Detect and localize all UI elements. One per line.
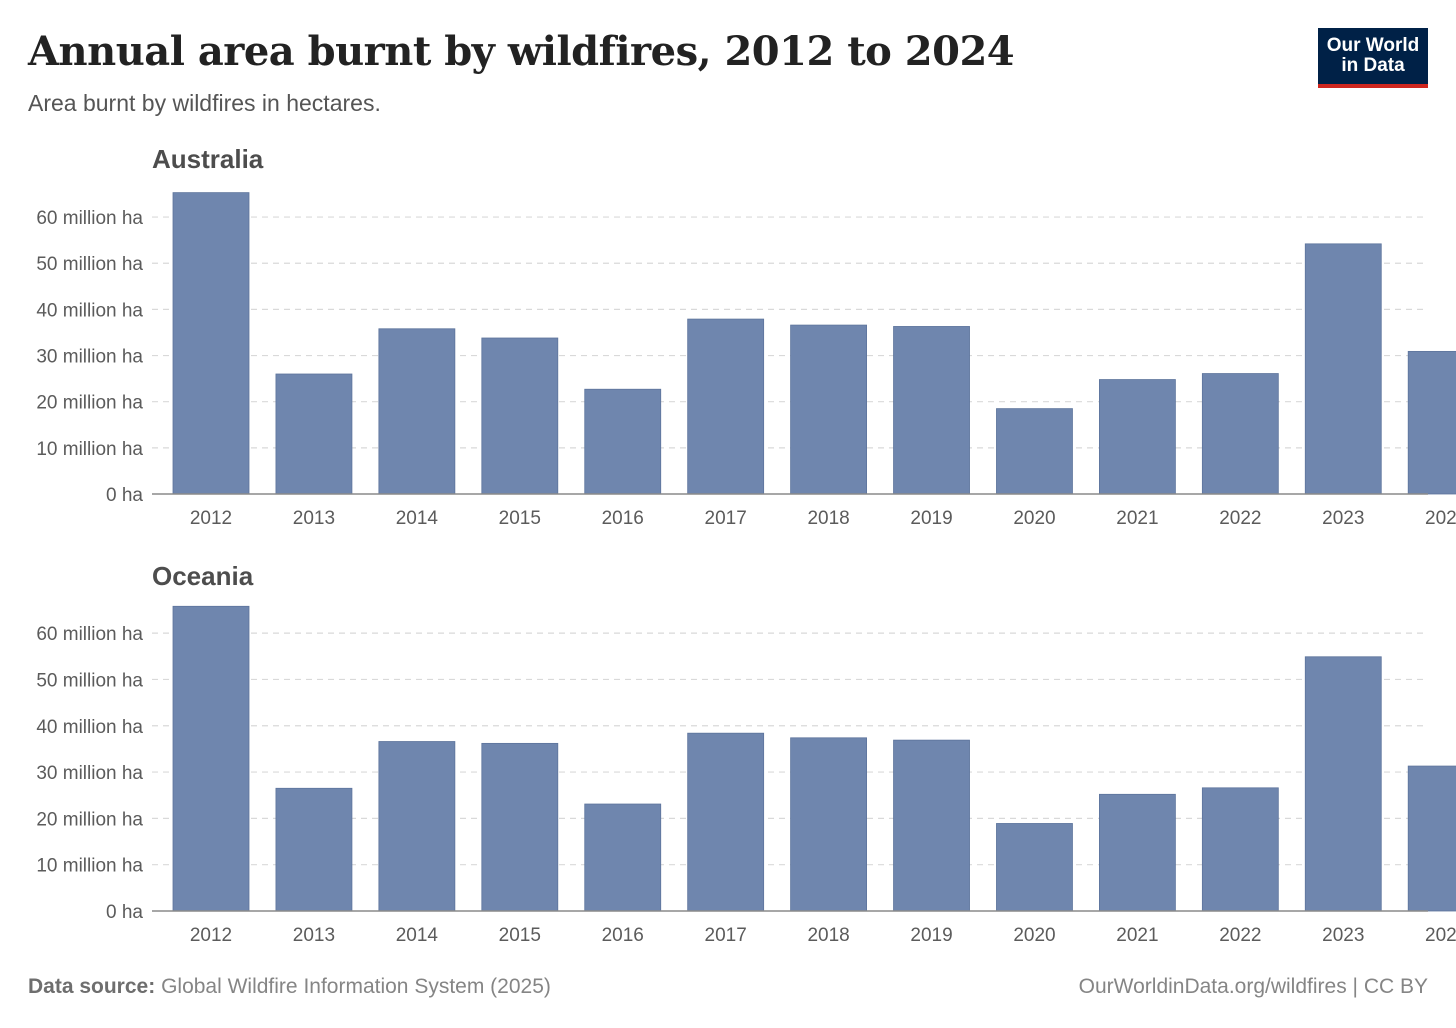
x-tick-label: 2021 (1116, 508, 1158, 529)
data-source-label: Data source: (28, 975, 156, 998)
bar (1304, 656, 1382, 912)
bar (584, 388, 662, 495)
x-tick-label: 2016 (602, 925, 644, 946)
bar (275, 787, 353, 912)
bar (996, 823, 1073, 912)
bar (172, 605, 250, 912)
bar (172, 192, 250, 495)
x-tick-label: 2017 (705, 508, 747, 529)
x-tick-label: 2013 (293, 508, 335, 529)
x-tick-label: 2023 (1322, 508, 1364, 529)
y-tick-label: 0 ha (106, 485, 143, 506)
bar (1201, 373, 1279, 495)
url-license[interactable]: OurWorldinData.org/wildfires | CC BY (1078, 975, 1428, 998)
x-tick-label: 2024 (1425, 925, 1456, 946)
bar (1099, 793, 1176, 912)
x-tick-label: 2020 (1013, 508, 1055, 529)
bar (481, 742, 559, 912)
x-tick-label: 2015 (499, 925, 541, 946)
bar (790, 324, 867, 495)
bar (481, 337, 559, 495)
y-tick-label: 40 million ha (36, 717, 143, 738)
y-tick-label: 30 million ha (36, 347, 143, 368)
x-tick-label: 2019 (910, 508, 952, 529)
bar (687, 732, 765, 912)
bar (378, 328, 456, 495)
x-tick-label: 2022 (1219, 508, 1261, 529)
chart-title: Annual area burnt by wildfires, 2012 to … (28, 28, 1015, 75)
bar (584, 803, 662, 912)
bar (1099, 379, 1176, 495)
x-tick-label: 2012 (190, 925, 232, 946)
x-tick-label: 2020 (1013, 925, 1055, 946)
x-tick-label: 2018 (807, 508, 849, 529)
bar (1407, 350, 1456, 495)
y-tick-label: 60 million ha (36, 208, 143, 229)
x-tick-label: 2012 (190, 508, 232, 529)
x-tick-label: 2022 (1219, 925, 1261, 946)
y-tick-label: 40 million ha (36, 300, 143, 321)
x-tick-label: 2014 (396, 508, 439, 529)
x-tick-label: 2017 (705, 925, 747, 946)
bar (893, 739, 970, 912)
bar (1304, 243, 1382, 495)
x-tick-label: 2024 (1425, 508, 1456, 529)
bar (1407, 765, 1456, 912)
data-source-link[interactable]: Global Wildfire Information System (2025… (161, 975, 551, 998)
bar (687, 318, 765, 495)
x-tick-label: 2013 (293, 925, 335, 946)
panel-title: Oceania (152, 561, 254, 591)
y-tick-label: 50 million ha (36, 670, 143, 691)
x-tick-label: 2014 (396, 925, 439, 946)
x-tick-label: 2016 (602, 508, 644, 529)
y-tick-label: 20 million ha (36, 809, 143, 830)
bar (996, 408, 1073, 495)
panel-title: Australia (152, 144, 264, 174)
x-tick-label: 2019 (910, 925, 952, 946)
bar (275, 373, 353, 495)
chart-subtitle: Area burnt by wildfires in hectares. (28, 90, 381, 116)
bar (790, 737, 867, 912)
logo-line-1: Our World (1326, 35, 1420, 56)
x-tick-label: 2015 (499, 508, 541, 529)
x-tick-label: 2023 (1322, 925, 1364, 946)
charts-area: Australia 0 ha 10 million ha 20 million ha 3… (36, 144, 1456, 946)
y-tick-label: 30 million ha (36, 763, 143, 784)
y-tick-label: 50 million ha (36, 254, 143, 275)
bar (378, 741, 456, 912)
y-tick-label: 0 ha (106, 902, 143, 923)
x-tick-label: 2021 (1116, 925, 1158, 946)
bar (893, 326, 970, 495)
owid-logo[interactable]: Our World in Data (1318, 28, 1428, 88)
x-tick-label: 2018 (807, 925, 849, 946)
data-source: Data source: Global Wildfire Information… (28, 975, 551, 999)
y-tick-label: 10 million ha (36, 439, 143, 460)
y-tick-label: 10 million ha (36, 856, 143, 877)
y-tick-label: 20 million ha (36, 393, 143, 414)
y-tick-label: 60 million ha (36, 624, 143, 645)
bar (1201, 787, 1279, 912)
logo-line-2: in Data (1341, 55, 1405, 76)
